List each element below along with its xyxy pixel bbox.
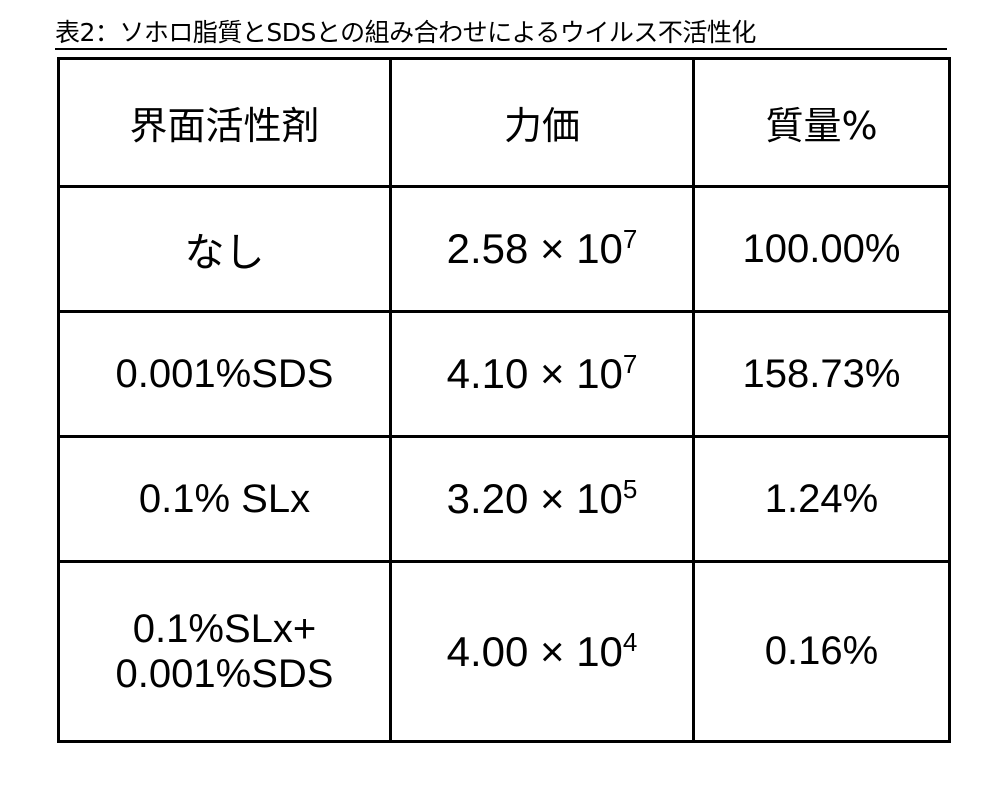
- table-row: 0.1% SLx 3.20 × 105 1.24%: [59, 437, 950, 562]
- cell-mass: 1.24%: [694, 437, 950, 562]
- cell-titer: 4.10 × 107: [391, 312, 694, 437]
- table-row: 0.001%SDS 4.10 × 107 158.73%: [59, 312, 950, 437]
- data-table: 界面活性剤 力価 質量% なし 2.58 × 107 100.00% 0.001…: [57, 57, 951, 743]
- titer-mantissa: 2.58 × 10: [447, 225, 623, 272]
- table-title: 表2：ソホロ脂質とSDSとの組み合わせによるウイルス不活性化: [55, 18, 947, 50]
- cell-titer: 3.20 × 105: [391, 437, 694, 562]
- cell-surfactant: なし: [59, 187, 391, 312]
- cell-titer: 4.00 × 104: [391, 562, 694, 742]
- surfactant-line-2: 0.001%SDS: [60, 652, 389, 697]
- cell-surfactant: 0.001%SDS: [59, 312, 391, 437]
- cell-titer: 2.58 × 107: [391, 187, 694, 312]
- cell-mass: 100.00%: [694, 187, 950, 312]
- surfactant-line-1: 0.1%SLx+: [60, 607, 389, 652]
- table-row: 0.1%SLx+0.001%SDS 4.00 × 104 0.16%: [59, 562, 950, 742]
- titer-exponent: 7: [623, 224, 637, 254]
- header-row: 界面活性剤 力価 質量%: [59, 59, 950, 187]
- titer-mantissa: 3.20 × 10: [447, 475, 623, 522]
- titer-exponent: 4: [623, 627, 637, 657]
- header-surfactant: 界面活性剤: [59, 59, 391, 187]
- cell-surfactant: 0.1%SLx+0.001%SDS: [59, 562, 391, 742]
- titer-mantissa: 4.00 × 10: [447, 628, 623, 675]
- titer-exponent: 5: [623, 474, 637, 504]
- header-mass-percent: 質量%: [694, 59, 950, 187]
- table-row: なし 2.58 × 107 100.00%: [59, 187, 950, 312]
- cell-surfactant: 0.1% SLx: [59, 437, 391, 562]
- cell-mass: 0.16%: [694, 562, 950, 742]
- titer-mantissa: 4.10 × 10: [447, 350, 623, 397]
- header-titer: 力価: [391, 59, 694, 187]
- titer-exponent: 7: [623, 349, 637, 379]
- cell-mass: 158.73%: [694, 312, 950, 437]
